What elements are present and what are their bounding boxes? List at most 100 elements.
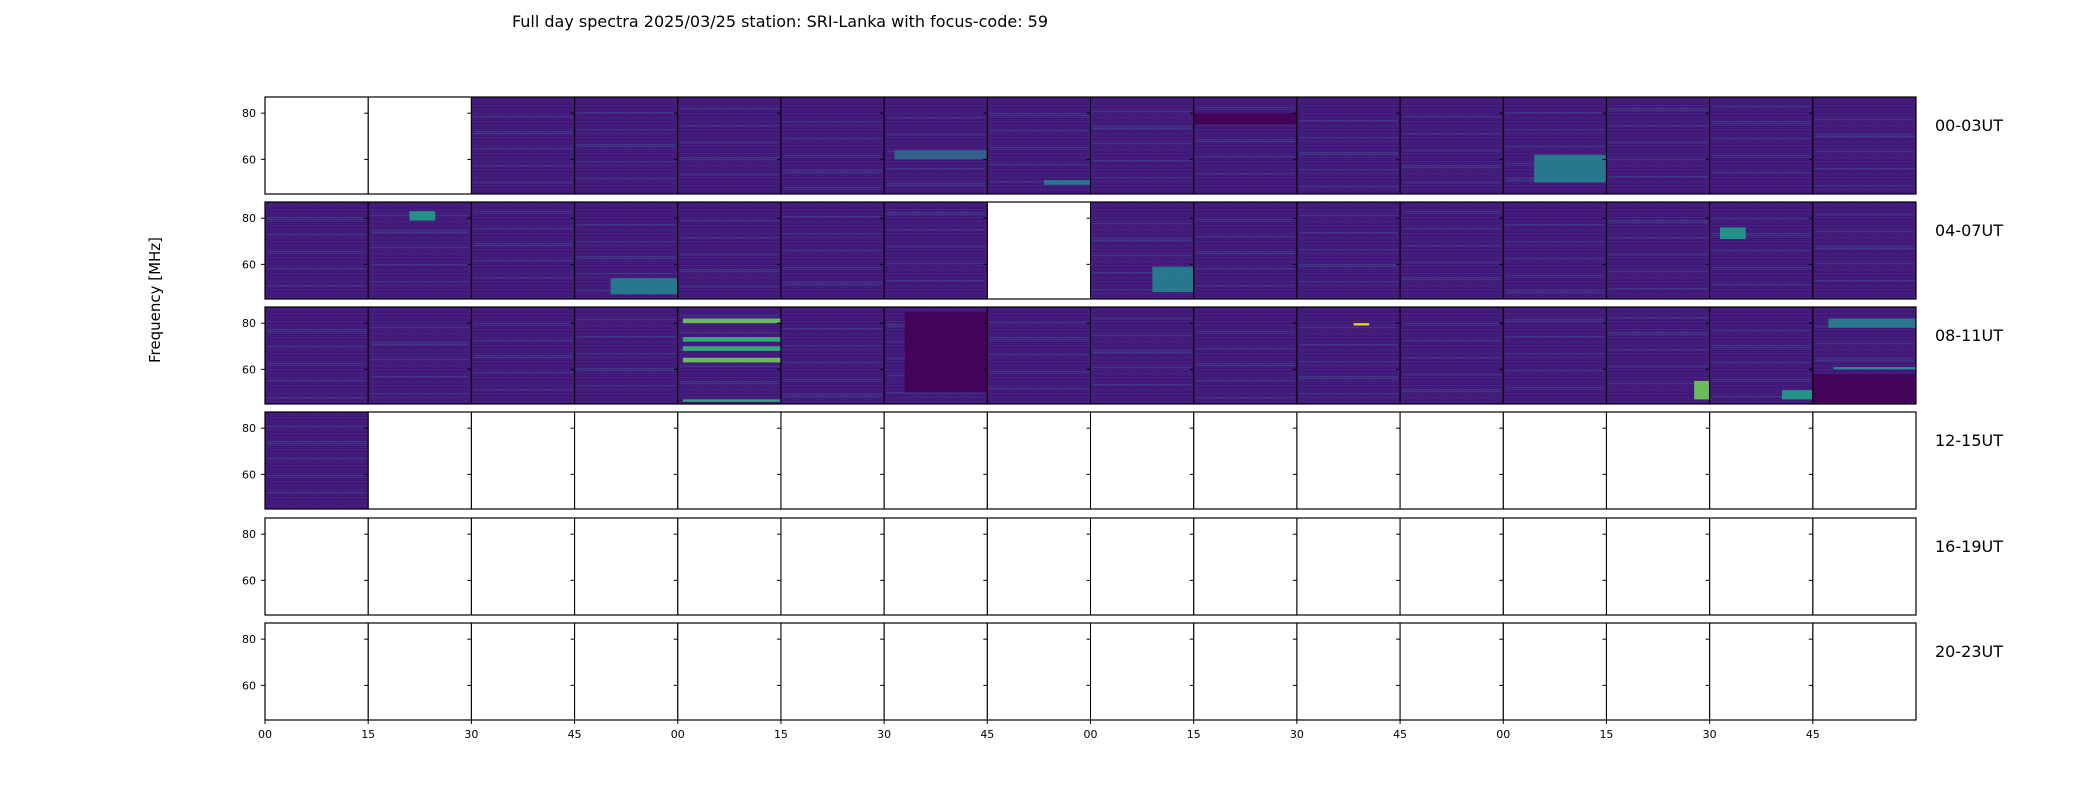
spectrum-noise-line	[1814, 248, 1914, 250]
spectrum-noise-line	[1608, 317, 1708, 319]
y-tick-label: 60	[242, 574, 256, 587]
empty-panel	[1709, 623, 1813, 720]
x-tick-label: 00	[671, 728, 685, 741]
spectrum-noise-line	[679, 254, 779, 256]
spectrum-noise-line	[886, 246, 986, 248]
spectrum-noise-line	[679, 237, 779, 239]
spectrum-panel	[1090, 307, 1194, 404]
spectrum-noise-line	[473, 245, 573, 247]
spectrum-noise-line	[1505, 112, 1605, 114]
spectrum-noise-line	[1195, 285, 1295, 287]
spectrum-noise-line	[370, 342, 470, 344]
empty-panel	[1193, 623, 1297, 720]
empty-panel	[1709, 518, 1813, 615]
empty-panel	[368, 412, 472, 509]
spectrum-noise-line	[782, 172, 883, 174]
spectrum-noise-line	[1195, 253, 1295, 255]
empty-panel	[1090, 623, 1194, 720]
spectrum-noise-line	[1608, 125, 1708, 127]
spectrum-noise-line	[267, 458, 367, 460]
spectrum-noise-line	[1608, 110, 1708, 112]
spectrum-noise-line	[267, 397, 367, 399]
x-tick-label: 45	[568, 728, 582, 741]
spectrum-noise-line	[576, 129, 676, 131]
spectrum-panel	[1296, 202, 1401, 299]
spectrum-noise-line	[1092, 240, 1192, 242]
spectrum-noise-line	[1298, 344, 1399, 346]
empty-panel	[574, 518, 678, 615]
spectrum-noise-line	[473, 165, 573, 167]
spectrum-noise-line	[1402, 165, 1502, 167]
x-tick-label: 30	[877, 728, 891, 741]
x-tick-label: 30	[1703, 728, 1717, 741]
spectrum-noise-line	[1814, 136, 1914, 138]
spectrum-noise-line	[576, 146, 676, 148]
spectrum-noise-line	[886, 229, 986, 231]
spectrum-panel	[1400, 202, 1504, 299]
row-frame	[264, 96, 1917, 195]
spectrum-panel	[574, 307, 678, 404]
spectrum-noise-line	[1195, 139, 1295, 141]
empty-panel	[1400, 412, 1504, 509]
empty-panel	[265, 97, 369, 194]
spectral-feature	[1812, 373, 1916, 404]
spectrum-noise-line	[1092, 289, 1192, 291]
spectrum-noise-line	[989, 164, 1089, 166]
empty-panel	[780, 412, 885, 509]
empty-panel	[1606, 623, 1710, 720]
spectrum-noise-line	[1298, 264, 1399, 266]
spectrum-noise-line	[1195, 268, 1295, 270]
spectrum-noise-line	[370, 327, 470, 329]
spectrum-noise-line	[473, 389, 573, 391]
spectrum-panel	[1812, 202, 1916, 299]
spectrum-noise-line	[576, 370, 676, 372]
spectrum-noise-line	[1711, 235, 1811, 237]
x-tick-label: 15	[1599, 728, 1613, 741]
row-frame	[264, 517, 1917, 616]
spectrum-noise-line	[1402, 279, 1502, 281]
spectrum-noise-line	[473, 277, 573, 279]
spectrum-noise-line	[1608, 176, 1708, 178]
spectral-feature	[1152, 266, 1194, 293]
spectrum-noise-line	[473, 340, 573, 342]
spectrum-noise-line	[1608, 332, 1708, 334]
spectrum-panel	[987, 307, 1091, 404]
spectral-feature	[1694, 380, 1710, 400]
spectrum-noise-line	[370, 376, 470, 378]
spectrum-noise-line	[679, 108, 779, 110]
spectrum-noise-line	[1814, 168, 1914, 170]
spectrum-noise-line	[1195, 219, 1295, 221]
empty-panel	[1812, 518, 1916, 615]
spectral-feature	[682, 337, 781, 342]
y-tick-label: 60	[242, 363, 256, 376]
spectrum-noise-line	[1402, 228, 1502, 230]
spectrum-noise-line	[1711, 284, 1811, 286]
spectrum-noise-line	[1711, 123, 1811, 125]
spectrum-noise-line	[886, 134, 986, 136]
empty-panel	[1400, 623, 1504, 720]
spectrum-noise-line	[1092, 223, 1192, 225]
empty-panel	[265, 623, 369, 720]
spectrum-noise-line	[1505, 336, 1605, 338]
spectrum-noise-line	[1505, 370, 1605, 372]
spectrum-noise-line	[370, 232, 470, 234]
spectrum-noise-line	[1711, 362, 1811, 364]
spectrum-noise-line	[679, 366, 779, 368]
spectrum-noise-line	[886, 117, 986, 119]
spectrum-noise-line	[1092, 350, 1192, 352]
spectrum-noise-line	[782, 121, 883, 123]
spectrum-noise-line	[1711, 396, 1811, 398]
spectrum-noise-line	[1298, 249, 1399, 251]
spectrum-noise-line	[1505, 129, 1605, 131]
spectrum-panel	[574, 97, 678, 194]
y-tick-label: 60	[242, 258, 256, 271]
spectral-feature	[682, 399, 781, 402]
spectrum-noise-line	[1298, 120, 1399, 122]
spectrum-noise-line	[267, 268, 367, 270]
spectrum-noise-line	[1092, 128, 1192, 130]
spectrum-noise-line	[1195, 236, 1295, 238]
empty-panel	[1090, 518, 1194, 615]
spectrum-noise-line	[576, 258, 676, 260]
spectrum-noise-line	[1505, 290, 1605, 292]
spectrum-noise-line	[886, 280, 986, 282]
